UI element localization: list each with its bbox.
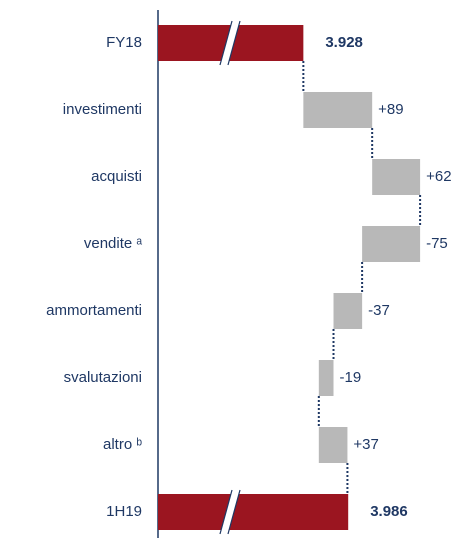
total-bar	[158, 494, 349, 530]
axis-break-line	[227, 20, 241, 66]
axis-break-line	[219, 20, 233, 66]
category-label: ammortamenti	[46, 302, 142, 319]
category-label: vendite ᵃ	[84, 235, 143, 252]
category-label: FY18	[106, 34, 142, 51]
delta-bar	[372, 159, 421, 195]
delta-bar	[333, 293, 363, 329]
delta-bar	[303, 92, 373, 128]
value-label: -37	[368, 302, 390, 319]
axis-break-line	[219, 489, 233, 535]
category-label: svalutazioni	[64, 369, 142, 386]
value-label: +62	[426, 168, 451, 185]
value-label: 3.928	[325, 34, 363, 51]
axis-break-line	[227, 489, 241, 535]
delta-bar	[318, 427, 348, 463]
axis-break	[220, 490, 240, 534]
axis-break	[220, 21, 240, 65]
category-label: acquisti	[91, 168, 142, 185]
value-label: 3.986	[370, 503, 408, 520]
value-label: +89	[378, 101, 403, 118]
delta-bar	[362, 226, 421, 262]
delta-bar	[318, 360, 334, 396]
category-label: 1H19	[106, 503, 142, 520]
value-label: -75	[426, 235, 448, 252]
value-label: +37	[353, 436, 378, 453]
category-label: investimenti	[63, 101, 142, 118]
category-label: altro ᵇ	[103, 436, 142, 453]
value-label: -19	[340, 369, 362, 386]
